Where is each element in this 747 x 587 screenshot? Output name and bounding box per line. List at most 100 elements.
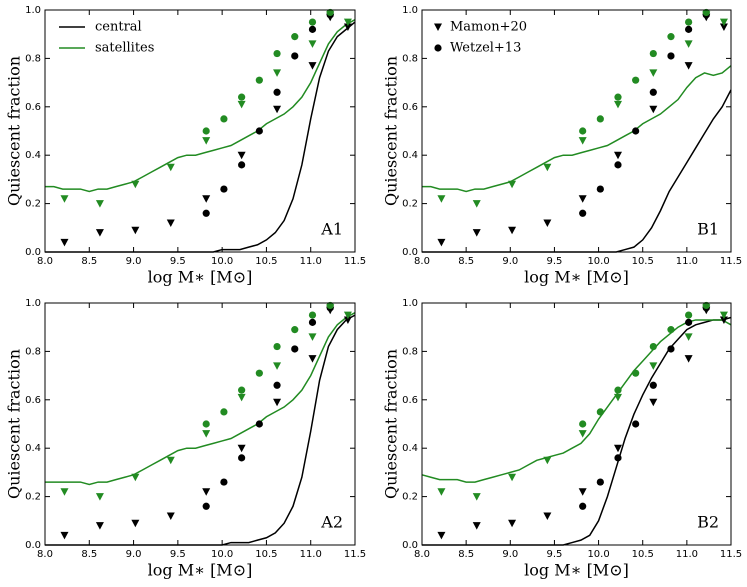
triangle-marker <box>131 226 140 235</box>
triangle-marker <box>343 18 352 27</box>
circle-marker <box>596 408 604 416</box>
x-tick-label: 10.5 <box>632 256 654 267</box>
circle-marker <box>614 454 622 462</box>
y-axis-label: Quiescent fraction <box>5 349 24 499</box>
triangle-marker <box>719 23 728 31</box>
panel: 8.0 8.5 9.0 9.5 10.0 10.5 11.0 11.5 0.0 0.2 0.4 0.6… <box>382 298 743 580</box>
circle-marker <box>220 185 228 193</box>
y-axis-label: Quiescent fraction <box>382 56 401 206</box>
y-tick-label: 0.0 <box>402 540 418 551</box>
y-tick-label: 0.6 <box>402 102 418 113</box>
triangle-marker <box>437 488 446 496</box>
triangle-marker <box>166 512 175 520</box>
legend-label: Wetzel+13 <box>450 41 521 56</box>
x-tick-label: 9.5 <box>546 549 562 560</box>
x-tick-label: 8.0 <box>414 256 430 267</box>
x-axis-label: log M∗ [M⊙] <box>524 268 629 287</box>
triangle-marker <box>60 238 69 247</box>
x-tick-label: 11.0 <box>676 549 698 560</box>
triangle-marker <box>472 200 481 208</box>
triangle-marker <box>684 40 693 48</box>
triangle-marker <box>472 493 481 501</box>
triangle-marker <box>343 311 352 320</box>
triangle-marker <box>543 219 552 227</box>
circle-marker <box>220 408 228 416</box>
circle-marker <box>308 18 317 26</box>
circle-marker <box>202 209 210 217</box>
x-tick-label: 10.5 <box>255 549 277 560</box>
x-tick-label: 9.0 <box>126 549 142 560</box>
triangle-marker <box>273 105 282 114</box>
circle-marker <box>202 502 210 510</box>
triangle-marker <box>343 23 352 31</box>
triangle-marker <box>95 229 104 237</box>
series-line <box>422 65 732 193</box>
x-tick-label: 10.0 <box>587 549 609 560</box>
series-line <box>45 21 356 253</box>
triangle-marker <box>508 473 517 482</box>
x-tick-label: 10.0 <box>211 549 233 560</box>
triangle-marker <box>684 333 693 341</box>
circle-marker <box>632 369 640 377</box>
triangle-marker <box>508 180 517 189</box>
triangle-marker <box>131 473 140 482</box>
y-tick-label: 0.0 <box>25 540 41 551</box>
triangle-marker <box>649 362 658 370</box>
x-tick-label: 11.5 <box>344 256 366 267</box>
circle-marker <box>596 478 604 486</box>
triangle-marker <box>578 137 587 145</box>
x-tick-label: 8.5 <box>458 256 474 267</box>
axes-frame <box>421 9 732 253</box>
y-tick-label: 1.0 <box>25 298 41 309</box>
x-tick-label: 11.5 <box>344 549 366 560</box>
y-tick-label: 0.6 <box>25 102 41 113</box>
y-axis-label: Quiescent fraction <box>382 349 401 499</box>
circle-marker <box>434 44 442 52</box>
circle-marker <box>255 369 263 377</box>
triangle-marker <box>543 512 552 520</box>
circle-marker <box>649 88 657 96</box>
circle-marker <box>702 301 710 310</box>
triangle-marker <box>308 333 317 341</box>
y-tick-label: 0.8 <box>25 53 41 64</box>
y-tick-label: 0.4 <box>25 150 41 161</box>
circle-marker <box>326 301 334 310</box>
circle-marker <box>202 127 210 135</box>
panel: 8.0 8.5 9.0 9.5 10.0 10.5 11.0 11.5 0.0 0.2 0.4 0.6… <box>382 5 743 287</box>
y-tick-label: 0.8 <box>25 346 41 357</box>
x-tick-label: 11.0 <box>300 549 322 560</box>
triangle-marker <box>273 362 282 370</box>
circle-marker <box>632 420 640 428</box>
series-line <box>45 312 356 486</box>
x-tick-label: 9.0 <box>502 256 518 267</box>
x-tick-label: 8.0 <box>37 256 53 267</box>
triangle-marker <box>95 522 104 530</box>
circle-marker <box>596 115 604 123</box>
triangle-marker <box>719 18 728 27</box>
circle-marker <box>649 342 657 351</box>
triangle-marker <box>343 316 352 324</box>
series-line <box>45 314 356 546</box>
x-tick-label: 8.0 <box>414 549 430 560</box>
triangle-marker <box>308 40 317 48</box>
y-tick-label: 0.4 <box>402 443 418 454</box>
circle-marker <box>614 386 622 394</box>
triangle-marker <box>578 488 587 496</box>
series-line <box>421 319 732 483</box>
circle-marker <box>255 76 263 84</box>
circle-marker <box>579 209 587 217</box>
circle-marker <box>667 52 675 60</box>
triangle-marker <box>273 398 282 407</box>
triangle-marker <box>649 398 658 407</box>
circle-marker <box>273 88 281 96</box>
y-tick-label: 0.2 <box>402 492 418 503</box>
y-tick-label: 0.0 <box>402 247 418 258</box>
x-tick-label: 8.5 <box>458 549 474 560</box>
circle-marker <box>326 8 334 17</box>
x-tick-label: 8.5 <box>81 256 97 267</box>
y-axis-label: Quiescent fraction <box>5 56 24 206</box>
x-tick-label: 10.5 <box>632 549 654 560</box>
y-tick-label: 0.8 <box>402 346 418 357</box>
panel-label: A1 <box>320 220 343 239</box>
circle-marker <box>238 386 246 394</box>
